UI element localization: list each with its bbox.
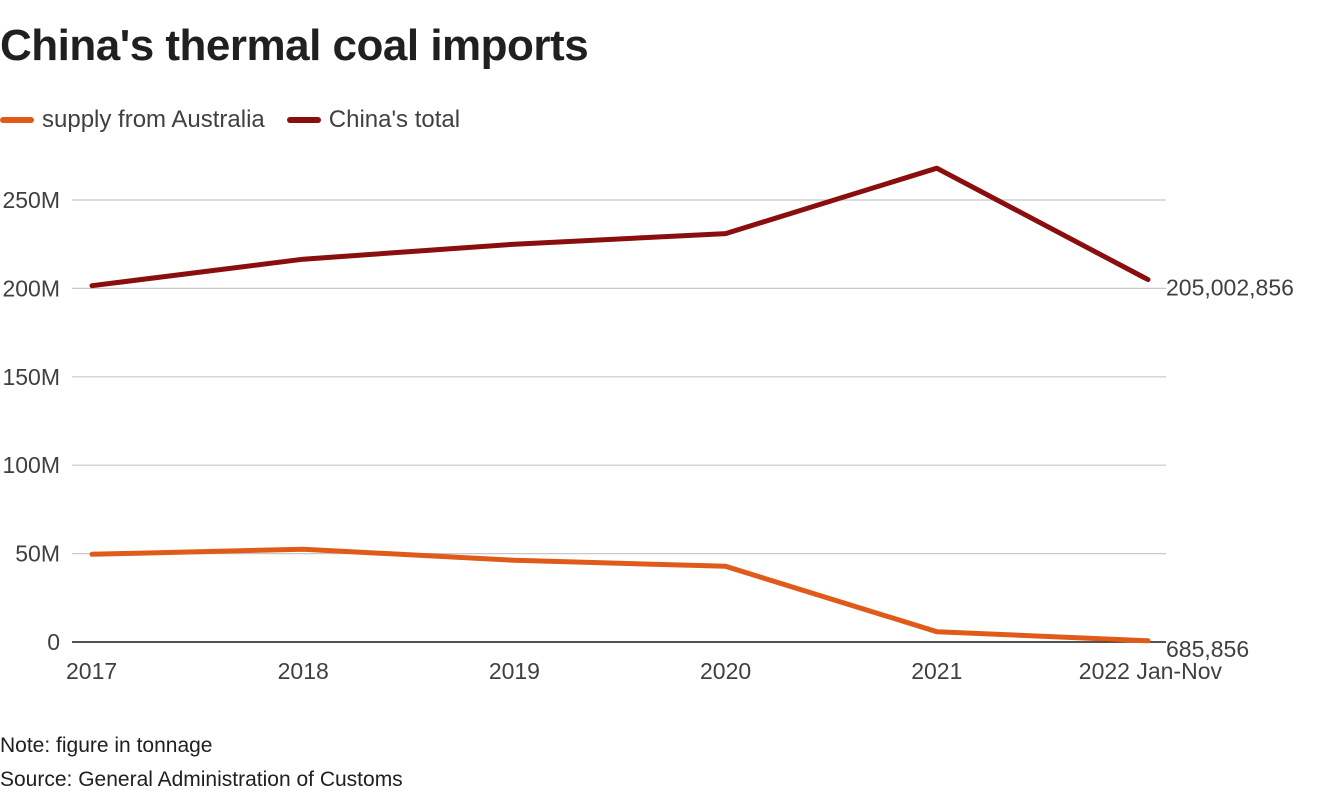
note-text: Note: figure in tonnage <box>0 734 213 757</box>
x-tick-label: 2020 <box>700 658 751 684</box>
end-labels: 685,856 205,002,856 <box>1166 275 1294 662</box>
x-tick-label: 2019 <box>489 658 540 684</box>
grid-lines <box>72 199 1166 643</box>
legend-swatch-total <box>286 117 321 123</box>
y-tick-label: 100M <box>2 452 60 478</box>
source-text: Source: General Administration of Custom… <box>0 768 403 791</box>
legend-swatch-australia <box>0 117 34 123</box>
x-tick-label: 2018 <box>278 658 329 684</box>
x-tick-label: 2017 <box>66 658 117 684</box>
legend-item-total: China's total <box>286 106 461 134</box>
x-axis-labels: 2017 2018 2019 2020 2021 2022 Jan-Nov <box>66 658 1222 684</box>
end-label-australia: 685,856 <box>1166 636 1249 662</box>
legend: supply from Australia China's total <box>0 106 460 134</box>
y-tick-label: 200M <box>2 275 60 301</box>
y-tick-label: 50M <box>15 541 60 567</box>
series-lines <box>89 165 1151 644</box>
series-line-total <box>89 165 1151 289</box>
legend-label-australia: supply from Australia <box>42 106 265 133</box>
line-chart: 0 50M 100M 150M 200M 250M 2017 2018 2019 2020 202… <box>2 165 1294 684</box>
y-tick-label: 0 <box>47 629 60 655</box>
series-line-australia <box>89 546 1151 644</box>
legend-item-australia: supply from Australia <box>0 106 265 134</box>
legend-label-total: China's total <box>328 106 461 133</box>
y-tick-label: 150M <box>2 364 60 390</box>
chart-title: China's thermal coal imports <box>0 21 589 70</box>
y-tick-label: 250M <box>2 187 60 213</box>
y-axis-labels: 0 50M 100M 150M 200M 250M <box>2 187 60 655</box>
x-tick-label: 2021 <box>911 658 962 684</box>
end-label-total: 205,002,856 <box>1166 275 1294 301</box>
x-tick-label: 2022 Jan-Nov <box>1079 658 1223 684</box>
